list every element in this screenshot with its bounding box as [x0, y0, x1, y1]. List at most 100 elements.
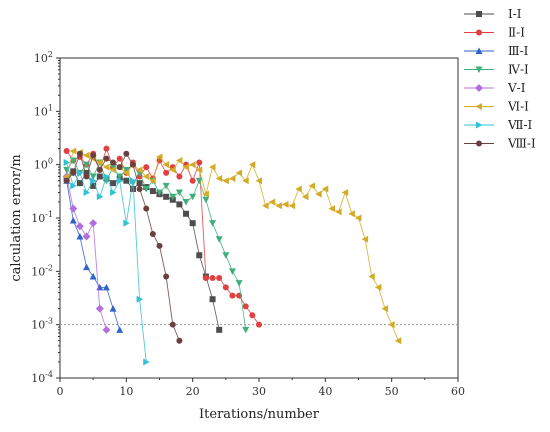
series-4-point — [162, 182, 170, 190]
series-6-point — [215, 175, 223, 183]
series-2-point — [176, 173, 183, 180]
series-3-point — [116, 326, 124, 333]
series-8-point — [169, 321, 176, 328]
series-8-point — [83, 173, 90, 180]
series-6-point — [321, 185, 329, 193]
legend-item-8: Ⅷ-Ⅰ — [464, 137, 536, 151]
legend-swatch-marker — [475, 84, 483, 92]
x-tick-label: 0 — [57, 385, 64, 398]
legend-item-2: Ⅱ-Ⅰ — [464, 26, 525, 40]
series-3-point — [89, 273, 97, 280]
series-6-point — [162, 161, 170, 169]
series-8-point — [90, 152, 97, 159]
series-8-point — [176, 337, 183, 344]
series-4-point — [116, 173, 124, 180]
series-6-point — [96, 158, 103, 166]
series-1-point — [96, 173, 103, 180]
x-axis: 0 10 20 30 40 50 60 — [57, 378, 465, 398]
series-6-point — [388, 321, 395, 329]
series-8-point — [116, 164, 123, 171]
series-1-point — [136, 180, 143, 187]
legend-label: Ⅰ-Ⅰ — [508, 7, 522, 21]
series-7-point — [76, 169, 84, 177]
series-6-point — [341, 189, 349, 197]
series-4-point — [83, 161, 91, 169]
legend-label: Ⅷ-Ⅰ — [507, 137, 536, 151]
series-4-point — [189, 193, 197, 201]
series-2-point — [116, 155, 123, 162]
series-2-point — [163, 169, 170, 176]
series-6-point — [235, 169, 243, 177]
series-6-point — [195, 166, 203, 174]
series-1-point — [110, 180, 117, 187]
series-7-point — [70, 182, 77, 190]
series-1-point — [123, 177, 130, 184]
series-6-point — [282, 200, 289, 208]
y-tick-label: 10-3 — [31, 317, 53, 332]
series-1-point — [163, 193, 170, 200]
x-tick-label: 60 — [451, 385, 465, 398]
series-6-point — [255, 177, 262, 185]
y-axis-title: calculation error/m — [9, 154, 24, 281]
series-8-point — [110, 159, 117, 166]
legend-item-6: Ⅵ-Ⅰ — [464, 100, 529, 114]
series-6-point — [355, 214, 362, 222]
series-5 — [62, 172, 111, 334]
series-3-point — [76, 232, 84, 240]
series-7-point — [110, 189, 117, 197]
series-3-point — [109, 305, 117, 312]
legend-swatch-marker — [476, 11, 482, 17]
series-4-point — [209, 220, 217, 227]
series-7-point — [63, 158, 71, 166]
series-2-point — [202, 274, 209, 281]
series-4-point — [242, 326, 250, 334]
legend-label: Ⅱ-Ⅰ — [508, 26, 525, 40]
series-6-point — [348, 210, 355, 218]
series-4-point — [109, 164, 117, 171]
legend-label: Ⅲ-Ⅰ — [508, 44, 529, 58]
series-7-point — [90, 177, 97, 185]
legend-item-7: Ⅶ-Ⅰ — [464, 118, 533, 132]
series-4-point — [102, 177, 110, 185]
series-8-point — [156, 242, 163, 249]
x-axis-title: Iterations/number — [199, 407, 320, 422]
y-tick-label: 10-2 — [31, 263, 53, 278]
series-1-point — [216, 326, 223, 333]
series-4-point — [228, 268, 236, 275]
series-4-point — [169, 193, 177, 201]
series-1-point — [209, 296, 216, 303]
series-5-point — [102, 325, 111, 334]
series-3-point — [83, 263, 91, 271]
legend-swatch-marker — [475, 66, 483, 73]
series-2-point — [63, 148, 70, 155]
series-7-point — [103, 172, 110, 180]
series-2-point — [216, 274, 223, 281]
series-6 — [63, 147, 402, 345]
series-4-point — [235, 280, 243, 287]
series-6-point — [368, 273, 375, 281]
series-1-point — [83, 169, 90, 176]
series-4-point — [195, 177, 203, 185]
legend-swatch-marker — [476, 121, 483, 129]
y-axis: 10-4 10-3 10-2 10-1 100 101 102 — [31, 50, 60, 385]
series-2-point — [249, 312, 256, 319]
x-tick-label: 50 — [385, 385, 399, 398]
x-tick-label: 20 — [186, 385, 200, 398]
series-8-point — [103, 155, 110, 162]
series-5-point — [69, 204, 78, 213]
legend-item-1: Ⅰ-Ⅰ — [464, 7, 522, 21]
series-6-point — [136, 166, 143, 174]
series-1-point — [76, 180, 83, 187]
legend-label: Ⅳ-Ⅰ — [508, 63, 529, 77]
series-4-point — [156, 189, 163, 197]
series-6-point — [169, 166, 176, 174]
series-7-point — [116, 177, 124, 185]
series-4-line — [66, 159, 247, 330]
series-8-point — [70, 169, 77, 176]
series-6-point — [288, 202, 296, 210]
series-1-point — [183, 210, 190, 217]
series-2-point — [103, 145, 110, 152]
y-tick-label: 10-4 — [31, 370, 53, 385]
legend-item-3: Ⅲ-Ⅰ — [464, 44, 529, 58]
